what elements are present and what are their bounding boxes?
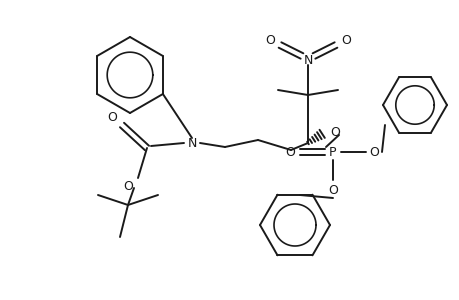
Text: N: N — [302, 53, 312, 67]
Text: O: O — [330, 125, 339, 139]
Text: O: O — [123, 179, 133, 193]
Text: P: P — [329, 146, 336, 158]
Text: N: N — [187, 136, 196, 149]
Text: O: O — [107, 110, 117, 124]
Text: O: O — [327, 184, 337, 196]
Text: O: O — [340, 34, 350, 46]
Text: O: O — [368, 146, 378, 158]
Text: O: O — [264, 34, 274, 46]
Text: O: O — [285, 146, 294, 158]
